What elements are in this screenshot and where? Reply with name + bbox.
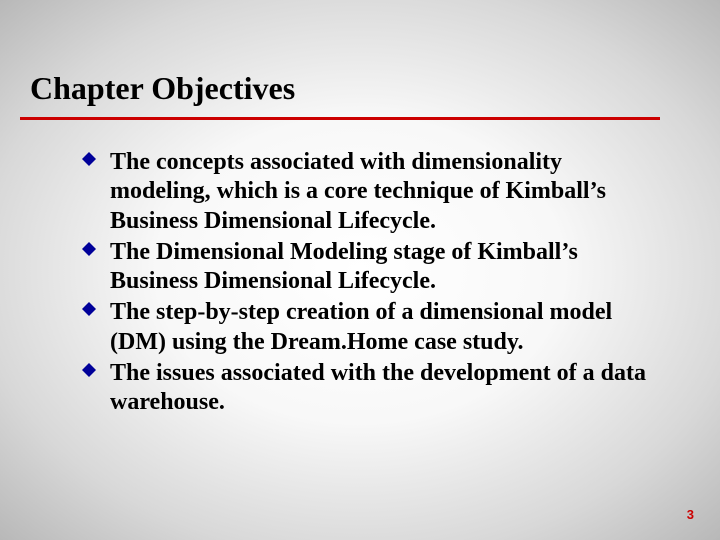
bullet-text: The issues associated with the developme… — [110, 360, 646, 415]
diamond-bullet-icon — [82, 302, 96, 316]
slide: Chapter Objectives The concepts associat… — [0, 0, 720, 540]
bullet-text: The Dimensional Modeling stage of Kimbal… — [110, 239, 578, 294]
bullet-text: The step-by-step creation of a dimension… — [110, 299, 612, 354]
list-item: The concepts associated with dimensional… — [110, 148, 660, 236]
bullet-text: The concepts associated with dimensional… — [110, 149, 606, 234]
list-item: The step-by-step creation of a dimension… — [110, 298, 660, 357]
list-item: The Dimensional Modeling stage of Kimbal… — [110, 238, 660, 297]
slide-header: Chapter Objectives — [0, 0, 720, 120]
diamond-bullet-icon — [82, 152, 96, 166]
list-item: The issues associated with the developme… — [110, 359, 660, 418]
slide-title: Chapter Objectives — [30, 70, 700, 107]
slide-body: The concepts associated with dimensional… — [0, 120, 720, 417]
diamond-bullet-icon — [82, 363, 96, 377]
diamond-bullet-icon — [82, 242, 96, 256]
page-number: 3 — [687, 507, 694, 522]
